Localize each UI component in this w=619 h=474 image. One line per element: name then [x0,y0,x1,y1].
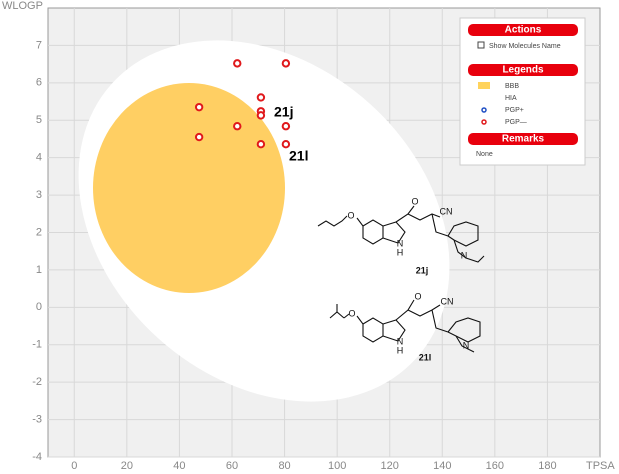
y-tick-label: 2 [36,226,42,238]
atom-label: O [348,308,355,318]
point [281,122,291,131]
y-tick-label: 7 [36,39,42,51]
atom-label: O [347,210,354,220]
structure-label: 21l [419,352,432,362]
atom-label: N [461,250,468,260]
x-axis-label: TPSA [586,460,615,472]
y-tick-label: 1 [36,264,42,276]
atom-label: CN [441,296,454,306]
point [256,111,266,120]
y-tick-label: -3 [32,413,42,425]
point [194,102,204,112]
x-tick-label: 100 [328,460,346,472]
legend-swatch [478,82,490,89]
legend-swatch [481,107,487,113]
y-tick-label: 6 [36,77,42,89]
y-tick-label: -2 [32,376,42,388]
x-tick-label: 20 [121,460,133,472]
y-tick-label: 5 [36,114,42,126]
point [233,122,242,131]
y-tick-label: 3 [36,189,42,201]
legend-label: BBB [505,83,519,90]
x-tick-label: 160 [486,460,504,472]
annotation: 21j [274,104,293,120]
atom-label: O [411,196,418,206]
points [194,59,291,149]
atom-label: N [463,340,470,350]
x-tick-label: 120 [381,460,399,472]
atom-label: H [397,247,404,257]
legend-label: HIA [505,95,517,102]
atom-label: O [414,291,421,301]
panel-header: Remarks [502,134,545,145]
legend-panel: Actions Show Molecules Name Legends BBB H… [459,17,586,166]
y-tick-label: 4 [36,152,42,164]
structure: O O CN N H N 21j [317,196,485,275]
panel-header: Legends [502,65,544,76]
legend: BBB HIA PGP+ PGP— [478,82,527,126]
checkbox-label[interactable]: Show Molecules Name [489,43,561,50]
x-tick-label: 60 [226,460,238,472]
point [281,139,291,149]
x-tick-label: 80 [278,460,290,472]
legend-label: PGP— [505,119,527,126]
y-axis-label: WLOGP [2,0,43,12]
remarks-text: None [476,151,493,158]
point [233,59,242,68]
bbb-region [93,83,285,293]
annotation: 21l [289,148,308,164]
x-tick-label: 40 [173,460,185,472]
structure: O O CN N H N 21l [329,291,481,362]
x-tick-label: 0 [71,460,77,472]
atom-label: H [397,345,404,355]
panel-header: Actions [505,25,542,36]
legend-label: PGP+ [505,107,524,114]
point [281,59,291,68]
atom-label: CN [440,206,453,216]
structure-label: 21j [416,265,429,275]
point [194,132,204,142]
x-tick-label: 180 [538,460,556,472]
checkbox[interactable] [477,41,485,49]
atom-label: N [397,238,404,248]
point [256,139,266,149]
legend-swatch [481,119,487,125]
point [256,93,266,102]
y-tick-label: -4 [32,451,42,463]
x-tick-label: 140 [433,460,451,472]
atom-label: N [397,336,404,346]
y-tick-label: -1 [32,339,42,351]
y-tick-label: 0 [36,301,42,313]
